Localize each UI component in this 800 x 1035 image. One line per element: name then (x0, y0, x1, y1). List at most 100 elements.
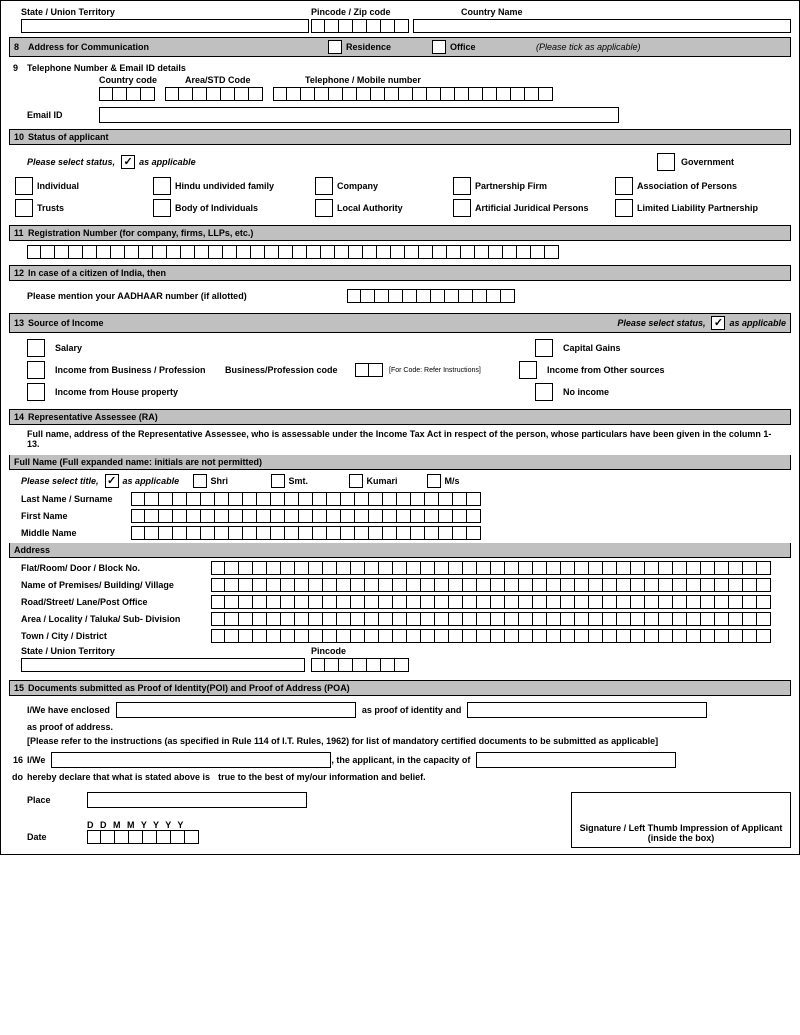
a3-cells[interactable] (211, 595, 771, 609)
a4-cells[interactable] (211, 612, 771, 626)
s13-num: 13 (14, 318, 28, 328)
chk-house[interactable] (27, 383, 45, 401)
signature-box[interactable]: Signature / Left Thumb Impression of App… (571, 792, 791, 848)
state-input[interactable] (21, 19, 309, 33)
chk-aop[interactable] (615, 177, 633, 195)
chk-boi[interactable] (153, 199, 171, 217)
a5-cells[interactable] (211, 629, 771, 643)
aadhaar-cells[interactable] (347, 289, 515, 303)
chk-trusts[interactable] (15, 199, 33, 217)
s14-address-header: Address (9, 543, 791, 558)
residence-checkbox[interactable] (328, 40, 342, 54)
state-label: State / Union Territory (21, 7, 311, 17)
cc-cells[interactable] (99, 87, 155, 101)
a2-cells[interactable] (211, 578, 771, 592)
chk-noincome[interactable] (535, 383, 553, 401)
s14-last-row: Last Name / Surname (21, 492, 791, 506)
s9-labels: Country code Area/STD Code Telephone / M… (99, 75, 791, 85)
tel-cells[interactable] (273, 87, 553, 101)
bizcode-note: [For Code: Refer Instructions] (389, 367, 519, 374)
lbl-firstname: First Name (21, 511, 131, 521)
s14-note: Full name, address of the Representative… (27, 429, 779, 449)
s11-cells[interactable] (27, 245, 791, 259)
country-label: Country Name (461, 7, 523, 17)
section-9-header: 9 Telephone Number & Email ID details (9, 61, 791, 75)
applicant-name-input[interactable] (51, 752, 331, 768)
chk-company[interactable] (315, 177, 333, 195)
chk-partnership[interactable] (453, 177, 471, 195)
lbl-a2: Name of Premises/ Building/ Village (21, 580, 211, 590)
bizcode-cells[interactable] (355, 363, 383, 377)
s11-title: Registration Number (for company, firms,… (28, 228, 253, 238)
s13-instr: Please select status, (617, 318, 705, 328)
date-fmt: D D M M Y Y Y Y (87, 820, 571, 830)
poa-input[interactable] (467, 702, 707, 718)
firstname-cells[interactable] (131, 509, 481, 523)
tel-label: Telephone / Mobile number (305, 75, 421, 85)
state-input-2[interactable] (21, 658, 305, 672)
middlename-cells[interactable] (131, 526, 481, 540)
section-12-header: 12 In case of a citizen of India, then (9, 265, 791, 281)
s8-num: 8 (14, 42, 28, 52)
chk-capgains[interactable] (535, 339, 553, 357)
chk-ms[interactable] (427, 474, 441, 488)
a1-cells[interactable] (211, 561, 771, 575)
s16-row1: 16 I/We , the applicant, in the capacity… (9, 752, 791, 768)
office-checkbox[interactable] (432, 40, 446, 54)
s11-num: 11 (14, 228, 28, 238)
chk-shri[interactable] (193, 474, 207, 488)
place-input[interactable] (87, 792, 307, 808)
pincode-cells-2[interactable] (311, 658, 409, 672)
lastname-cells[interactable] (131, 492, 481, 506)
s16-num: 16 (9, 755, 27, 765)
email-input[interactable] (99, 107, 619, 123)
lbl-a1: Flat/Room/ Door / Block No. (21, 563, 211, 573)
section-10-header: 10 Status of applicant (9, 129, 791, 145)
s16-do: do (9, 772, 27, 782)
s15-row1: I/We have enclosed as proof of identity … (27, 702, 791, 718)
s13-row3: Income from House property No income (27, 383, 791, 401)
s13-row2: Income from Business / Profession Busine… (27, 361, 791, 379)
s15-num: 15 (14, 683, 28, 693)
date-cells[interactable] (87, 830, 199, 844)
s10-asapp: as applicable (139, 157, 196, 167)
chk-smt[interactable] (271, 474, 285, 488)
s9-title: Telephone Number & Email ID details (27, 63, 186, 73)
s15-title: Documents submitted as Proof of Identity… (28, 683, 350, 693)
sig-label: Signature / Left Thumb Impression of App… (576, 823, 786, 843)
chk-huf[interactable] (153, 177, 171, 195)
poi-input[interactable] (116, 702, 356, 718)
chk-bizprof[interactable] (27, 361, 45, 379)
lbl-kumari: Kumari (367, 476, 427, 486)
s16-true: true to the best of my/our information a… (218, 772, 426, 782)
gov-checkbox[interactable] (657, 153, 675, 171)
residence-label: Residence (342, 42, 432, 52)
s10-row1: Individual Hindu undivided family Compan… (15, 177, 791, 195)
chk-other[interactable] (519, 361, 537, 379)
capacity-input[interactable] (476, 752, 676, 768)
section-8-header: 8 Address for Communication Residence Of… (9, 37, 791, 57)
section-13-header: 13 Source of Income Please select status… (9, 313, 791, 333)
area-cells[interactable] (165, 87, 263, 101)
s14-a6-labels: State / Union Territory Pincode (21, 646, 791, 656)
s10-title: Status of applicant (28, 132, 109, 142)
chk-individual[interactable] (15, 177, 33, 195)
top-labels-row: State / Union Territory Pincode / Zip co… (21, 7, 791, 17)
chk-local[interactable] (315, 199, 333, 217)
lbl-bizprof: Income from Business / Profession (55, 365, 225, 375)
pincode-cells[interactable] (311, 19, 409, 33)
country-input[interactable] (413, 19, 791, 33)
chk-llp[interactable] (615, 199, 633, 217)
lbl-shri: Shri (211, 476, 271, 486)
lbl-a7: Pincode (311, 646, 346, 656)
chk-kumari[interactable] (349, 474, 363, 488)
office-label: Office (446, 42, 536, 52)
s14-title: Representative Assessee (RA) (28, 412, 158, 422)
chk-salary[interactable] (27, 339, 45, 357)
lbl-lastname: Last Name / Surname (21, 494, 131, 504)
chk-ajp[interactable] (453, 199, 471, 217)
s10-check-ex: ✓ (121, 155, 135, 169)
lbl-huf: Hindu undivided family (175, 181, 315, 191)
s10-instr-row: Please select status, ✓ as applicable Go… (27, 153, 791, 171)
lbl-ms: M/s (445, 476, 460, 486)
